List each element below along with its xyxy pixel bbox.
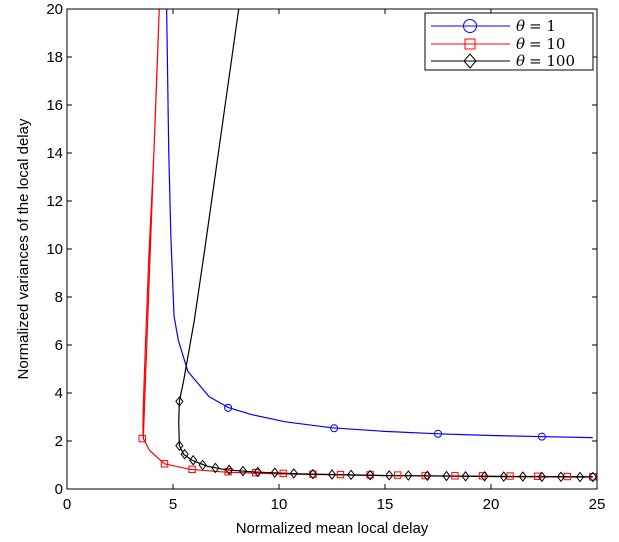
y-axis-title: Normalized variances of the local delay (15, 118, 32, 379)
x-tick-label: 20 (483, 496, 500, 513)
data-point-square (279, 469, 287, 478)
series-line-1 (142, 9, 593, 478)
legend-marker-diamond (463, 53, 477, 69)
data-point-diamond (404, 470, 413, 481)
y-tick-label: 18 (46, 49, 63, 66)
y-tick-label: 2 (55, 433, 63, 450)
legend-entry-theta-10: θ = 10 (431, 35, 565, 53)
data-point-diamond (461, 470, 470, 482)
series-line-2 (178, 9, 593, 478)
series-layer (142, 9, 593, 478)
data-point-diamond (480, 470, 489, 482)
data-point-circle (434, 429, 442, 438)
y-tick-label: 10 (46, 241, 63, 258)
series-line-0 (166, 9, 593, 439)
plot-frame (66, 8, 598, 490)
data-point-diamond (225, 464, 234, 476)
data-point-square (451, 472, 459, 480)
legend-value-theta-100: = 100 (529, 52, 575, 70)
data-point-diamond (198, 459, 207, 471)
data-point-square (533, 472, 542, 480)
legend-entry-theta-100: θ = 100 (431, 52, 575, 70)
data-point-diamond (346, 469, 356, 481)
x-tick-label: 10 (271, 496, 288, 513)
data-point-diamond (175, 440, 184, 452)
data-point-circle (224, 403, 233, 412)
data-point-diamond (253, 466, 262, 478)
data-point-diamond (238, 465, 248, 477)
data-point-diamond (308, 468, 318, 480)
data-point-diamond (423, 470, 432, 482)
data-point-diamond (327, 469, 337, 480)
data-point-square (188, 465, 196, 474)
legend-value-theta-1: = 1 (529, 17, 556, 35)
y-tick-label: 20 (46, 1, 63, 18)
x-tick-label: 5 (169, 496, 177, 513)
ticks-layer: 0 5 10 15 20 25 0 2 4 6 8 10 12 14 16 18 20 (46, 1, 605, 513)
data-point-square (336, 470, 345, 479)
legend-entry-theta-1: θ = 1 (431, 17, 556, 35)
x-axis-title: Normalized mean local delay (236, 520, 429, 537)
y-tick-label: 4 (55, 385, 63, 402)
y-tick-label: 0 (55, 481, 63, 498)
y-tick-label: 16 (46, 97, 63, 114)
data-point-square (421, 471, 429, 480)
data-point-diamond (189, 454, 198, 466)
legend-symbol-theta-1: θ (516, 17, 525, 35)
data-point-diamond (270, 467, 279, 478)
data-point-diamond (518, 471, 527, 482)
data-point-square (138, 434, 146, 443)
data-point-diamond (180, 448, 189, 460)
legend-marker-square (464, 38, 476, 50)
x-tick-label: 25 (589, 496, 606, 513)
data-point-diamond (289, 468, 298, 479)
data-point-diamond (575, 471, 585, 483)
svg-text:θ= 10: θ = 10 (516, 35, 565, 53)
svg-text:θ= 100: θ = 100 (516, 52, 575, 70)
data-point-diamond (175, 396, 184, 407)
legend-value-theta-10: = 10 (529, 35, 565, 53)
data-point-diamond (385, 470, 394, 481)
marker-layer (138, 396, 597, 483)
legend-marker-circle (463, 19, 477, 33)
y-tick-label: 8 (55, 289, 63, 306)
data-point-diamond (537, 471, 547, 483)
y-tick-label: 6 (55, 337, 63, 354)
data-point-circle (537, 432, 546, 441)
data-point-square (394, 471, 402, 479)
x-tick-label: 15 (377, 496, 394, 513)
data-point-square (478, 472, 487, 480)
data-point-diamond (588, 471, 597, 483)
data-point-diamond (556, 471, 566, 483)
data-point-circle (330, 424, 339, 433)
legend: θ = 1 θ = 10 θ = 100 (424, 12, 594, 71)
legend-symbol-theta-10: θ (516, 35, 525, 53)
x-tick-label: 0 (63, 496, 71, 513)
data-point-diamond (211, 462, 220, 474)
data-point-square (160, 460, 169, 468)
svg-text:θ= 1: θ = 1 (516, 17, 556, 35)
data-point-diamond (366, 469, 375, 481)
data-point-diamond (442, 470, 451, 482)
legend-symbol-theta-100: θ (516, 52, 525, 70)
y-tick-label: 12 (46, 193, 63, 210)
data-point-diamond (499, 471, 508, 482)
y-tick-label: 14 (46, 145, 63, 162)
